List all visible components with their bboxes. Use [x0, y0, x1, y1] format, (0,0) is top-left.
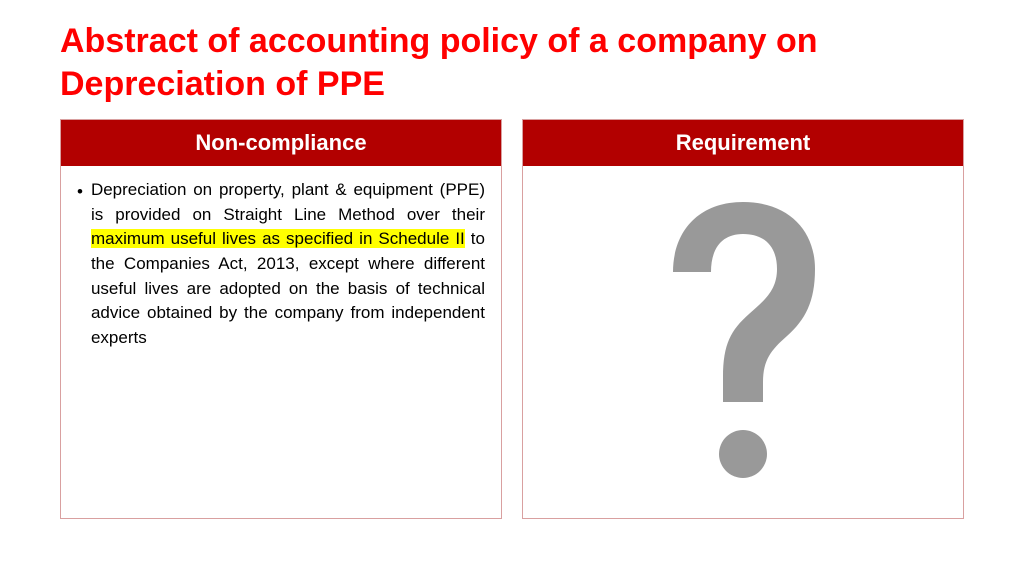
question-mark-wrap	[523, 166, 963, 518]
panel-requirement: Requirement	[522, 119, 964, 519]
panel-body-requirement	[523, 166, 963, 518]
panel-header-requirement: Requirement	[523, 120, 963, 166]
bullet-text: Depreciation on property, plant & equipm…	[91, 178, 485, 350]
question-mark-icon	[653, 192, 833, 492]
title-line-2: Depreciation of PPE	[60, 65, 385, 103]
bullet-item: • Depreciation on property, plant & equi…	[77, 178, 485, 350]
bullet-marker: •	[77, 178, 91, 350]
panel-header-noncompliance: Non-compliance	[61, 120, 501, 166]
bullet-text-pre: Depreciation on property, plant & equipm…	[91, 180, 485, 224]
bullet-text-highlight: maximum useful lives as specified in Sch…	[91, 229, 465, 248]
slide-title: Abstract of accounting policy of a compa…	[60, 20, 964, 105]
panels-row: Non-compliance • Depreciation on propert…	[60, 119, 964, 519]
panel-body-noncompliance: • Depreciation on property, plant & equi…	[61, 166, 501, 518]
slide-container: Abstract of accounting policy of a compa…	[0, 0, 1024, 576]
panel-noncompliance: Non-compliance • Depreciation on propert…	[60, 119, 502, 519]
title-line-1: Abstract of accounting policy of a compa…	[60, 22, 818, 60]
